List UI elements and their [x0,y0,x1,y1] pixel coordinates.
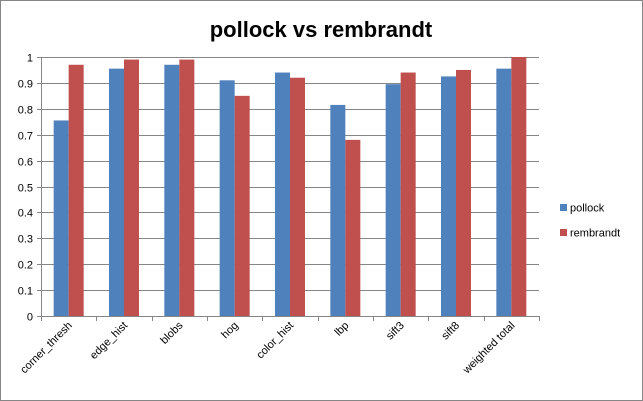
bar-rembrandt-corner_thresh [68,64,84,316]
y-tick-label: 0.1 [18,286,33,298]
y-tick-label: 0.6 [18,157,33,169]
chart-title: pollock vs rembrandt [210,17,433,42]
x-tick-label: hog [219,320,240,341]
legend-swatch-rembrandt [560,229,567,236]
bar-pollock-lbp [330,104,346,316]
bar-rembrandt-sift8 [456,69,471,316]
y-tick-label: 0.2 [18,260,33,272]
y-tick-label: 0.3 [18,234,33,246]
y-tick-label: 0.9 [18,79,33,91]
bar-rembrandt-sift3 [400,72,416,316]
axes [41,57,540,321]
y-tick-label: 0.5 [18,183,33,195]
bar-rembrandt-blobs [179,59,195,317]
bar-pollock-weighted-total [496,68,512,316]
y-tick-label: 0.7 [18,131,33,143]
x-axis-ticks: corner_thresh edge_hist blobs hog color_hist… [18,319,517,377]
x-tick-label: sift8 [439,320,462,343]
x-tick-label: blobs [158,319,185,346]
legend-swatch-pollock [560,204,567,211]
bar-rembrandt-edge_hist [124,59,139,317]
bar-pollock-blobs [164,64,180,316]
x-tick-label: corner_thresh [18,320,74,376]
legend-label-pollock: pollock [570,203,605,215]
legend-label-rembrandt: rembrandt [570,228,620,240]
bar-rembrandt-color_hist [290,77,305,316]
bar-pollock-sift8 [441,76,456,316]
y-tick-label: 0.8 [18,105,33,117]
legend: pollock rembrandt [560,203,620,240]
bar-pollock-sift3 [385,84,401,316]
y-tick-label: 1 [27,53,33,65]
y-tick-label: 0.4 [18,208,33,220]
bar-rembrandt-weighted-total [511,57,527,316]
bar-rembrandt-lbp [345,139,361,316]
bars [53,57,527,317]
bar-pollock-edge_hist [109,68,124,316]
bar-pollock-corner_thresh [53,120,69,316]
x-tick-label: sift3 [384,320,407,343]
bar-rembrandt-hog [234,95,250,316]
y-tick-label: 0 [27,312,33,324]
y-axis-ticks: 0 0.1 0.2 0.3 0.4 0.5 0.6 0.7 0.8 0.9 1 [18,53,41,324]
x-tick-label: lbp [333,320,352,339]
bar-pollock-hog [219,80,235,316]
x-tick-label: weighted total [460,320,517,377]
x-tick-label: color_hist [254,320,296,362]
bar-pollock-color_hist [275,72,290,316]
x-tick-label: edge_hist [88,320,130,362]
